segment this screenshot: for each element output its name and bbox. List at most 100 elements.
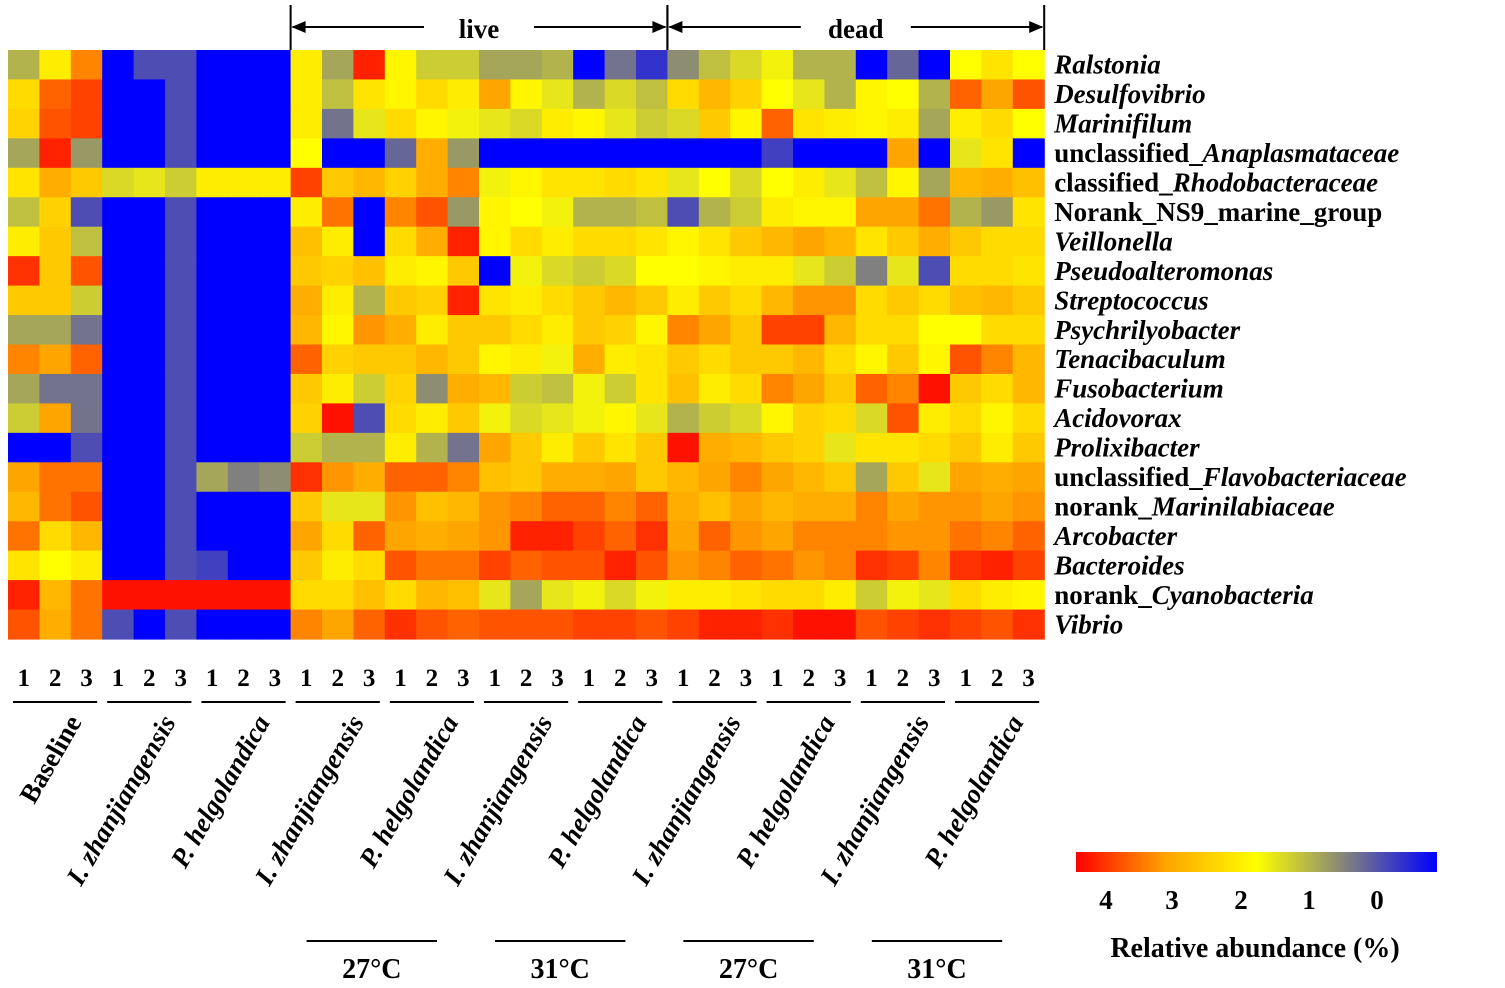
replicate-label: 2 (897, 665, 910, 692)
heatmap-cell (950, 580, 982, 611)
heatmap-cell (8, 432, 40, 463)
heatmap-cell (290, 108, 323, 139)
heatmap-cell (322, 521, 354, 552)
row-label: Arcobacter (1052, 521, 1177, 551)
heatmap-cell (855, 167, 888, 198)
replicate-label: 3 (363, 665, 376, 692)
heatmap-cell (887, 373, 920, 404)
heatmap-cell (855, 521, 888, 552)
replicate-label: 2 (49, 665, 62, 692)
heatmap-cell (887, 403, 920, 434)
heatmap-cell (855, 197, 888, 228)
heatmap-cell (918, 550, 951, 581)
heatmap-cell (165, 226, 197, 257)
heatmap-cell (981, 108, 1014, 139)
row-label: Ralstonia (1053, 50, 1161, 80)
heatmap-cell (887, 50, 920, 81)
heatmap-cell (573, 491, 606, 522)
heatmap-cell (698, 256, 731, 287)
heatmap-cell (824, 226, 857, 257)
heatmap-cell (8, 138, 40, 169)
heatmap-cell (636, 550, 668, 581)
top-brackets: live dead (289, 5, 1046, 50)
heatmap-cell (1012, 344, 1045, 375)
heatmap-cell (761, 432, 794, 463)
heatmap-cell (39, 462, 72, 493)
heatmap-cell (165, 79, 197, 110)
heatmap-cell (102, 79, 135, 110)
heatmap-cell (416, 344, 449, 375)
heatmap-cell (384, 432, 417, 463)
heatmap-cell (447, 226, 480, 257)
heatmap-cell (259, 285, 292, 316)
heatmap-cell (541, 550, 574, 581)
heatmap-cell (855, 609, 888, 640)
heatmap-cell (761, 226, 794, 257)
heatmap-cell (384, 403, 417, 434)
heatmap-cell (510, 432, 543, 463)
heatmap-cell (259, 256, 292, 287)
heatmap-cell (981, 580, 1014, 611)
row-label: Fusobacterium (1053, 374, 1224, 404)
heatmap-cell (793, 491, 825, 522)
heatmap-cell (573, 521, 606, 552)
heatmap-cell (447, 344, 480, 375)
heatmap-cell (416, 403, 449, 434)
heatmap-cell (573, 79, 606, 110)
heatmap-cell (8, 373, 40, 404)
replicate-label: 3 (174, 665, 187, 692)
heatmap-cell (479, 462, 511, 493)
heatmap-cell (855, 256, 888, 287)
heatmap-cell (855, 491, 888, 522)
heatmap-cell (636, 138, 668, 169)
heatmap-cell (918, 462, 951, 493)
replicate-label: 2 (331, 665, 344, 692)
heatmap-cell (259, 580, 292, 611)
heatmap-cell (447, 462, 480, 493)
heatmap-cell (981, 521, 1014, 552)
heatmap-cell (761, 315, 794, 346)
heatmap-cell (761, 50, 794, 81)
heatmap-cell (227, 138, 260, 169)
heatmap-cell (950, 256, 982, 287)
heatmap-cell (133, 521, 166, 552)
heatmap-cell (793, 315, 825, 346)
heatmap-cell (196, 50, 229, 81)
heatmap-cell (667, 521, 700, 552)
temperature-label: 27°C (342, 954, 401, 985)
heatmap-cell (573, 108, 606, 139)
heatmap-cell (510, 609, 543, 640)
heatmap-cell (981, 373, 1014, 404)
heatmap-cell (698, 403, 731, 434)
heatmap-cell (102, 315, 135, 346)
heatmap-cell (730, 315, 763, 346)
heatmap-cell (290, 373, 323, 404)
replicate-label: 3 (269, 665, 282, 692)
heatmap-cell (761, 521, 794, 552)
heatmap-cell (133, 256, 166, 287)
heatmap-cell (196, 256, 229, 287)
replicate-label: 1 (865, 665, 878, 692)
heatmap-cell (855, 580, 888, 611)
heatmap-cell (1012, 285, 1045, 316)
colorbar-tick-label: 4 (1099, 885, 1113, 915)
heatmap-cell (918, 491, 951, 522)
heatmap-cell (165, 462, 197, 493)
heatmap-cell (824, 108, 857, 139)
heatmap-cell (479, 580, 511, 611)
heatmap-cell (1012, 432, 1045, 463)
heatmap-cell (102, 609, 135, 640)
heatmap-cell (290, 491, 323, 522)
heatmap-cell (730, 50, 763, 81)
heatmap-cell (573, 226, 606, 257)
heatmap-cell (667, 256, 700, 287)
heatmap-cell (824, 521, 857, 552)
heatmap-cell (165, 108, 197, 139)
heatmap-cell (479, 256, 511, 287)
heatmap-cell (667, 432, 700, 463)
heatmap-cell (102, 403, 135, 434)
bracket-arrowhead (1029, 21, 1044, 33)
heatmap-cell (322, 108, 354, 139)
heatmap-cell (165, 550, 197, 581)
heatmap-cell (1012, 226, 1045, 257)
